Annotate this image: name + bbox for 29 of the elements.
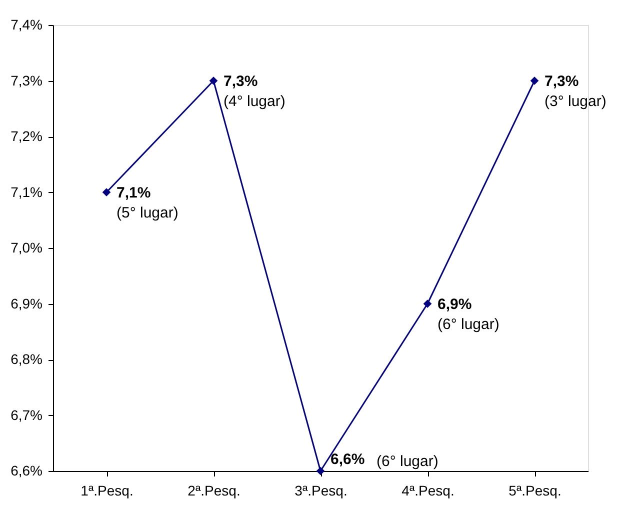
point <box>316 466 325 476</box>
point <box>530 76 539 85</box>
y-tick-label: 7,1% <box>10 184 42 200</box>
y-tick-label: 6,6% <box>10 462 42 478</box>
text: 7,1% <box>116 184 151 202</box>
y-tick-label: 6,9% <box>10 295 42 312</box>
y-tick-label: 6,7% <box>10 406 42 423</box>
annotation: (4° lugar) <box>224 92 286 110</box>
point <box>209 76 218 85</box>
text: 6,6% <box>330 451 365 468</box>
point <box>102 188 111 196</box>
y-tick-label: 6,8% <box>10 351 42 367</box>
y-tick-label: 7,4% <box>10 16 42 32</box>
annotation: (3° lugar) <box>544 92 606 110</box>
x-tick-label: 2ª.Pesq. <box>188 482 240 498</box>
y-tick-label: 7,0% <box>10 240 42 256</box>
y-tick-label: 7,2% <box>10 128 42 144</box>
annotation: (6° lugar) <box>438 316 500 333</box>
text: 7,3% <box>224 72 258 90</box>
x-tick-label: 3ª.Pesq. <box>294 482 348 498</box>
x-tick-label: 5ª.Pesq. <box>508 482 562 498</box>
annotation: (5° lugar) <box>116 204 178 222</box>
annotation: (6° lugar) <box>376 453 438 470</box>
x-tick-label: 1ª.Pesq. <box>80 482 134 498</box>
x-tick-label: 4ª.Pesq. <box>402 482 454 498</box>
point <box>423 300 432 308</box>
text: 7,3% <box>544 72 579 90</box>
y-tick-label: 7,3% <box>10 72 42 88</box>
text: 6,9% <box>438 296 472 313</box>
